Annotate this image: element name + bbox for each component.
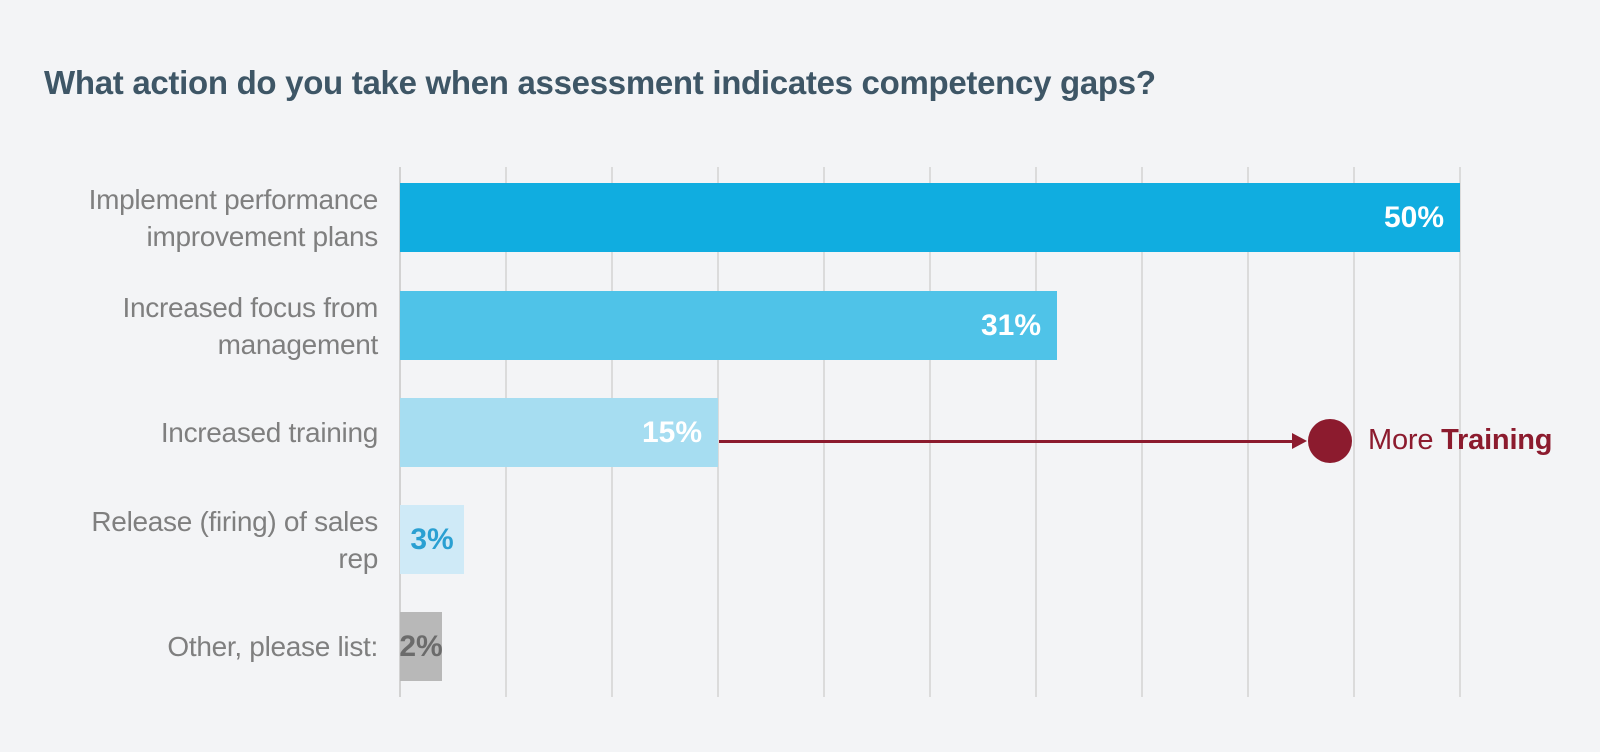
bar-value-label: 3% <box>410 522 454 556</box>
annotation-text-bold: Training <box>1441 424 1553 456</box>
bar: 31% <box>400 291 1057 360</box>
bar: 50% <box>400 183 1460 252</box>
category-label: Increased focus from management <box>30 289 379 363</box>
bar: 2% <box>399 612 443 681</box>
category-label-line: Release (firing) of sales <box>91 505 378 537</box>
annotation-circle-marker <box>1308 419 1352 463</box>
category-label-line: improvement plans <box>146 220 379 252</box>
category-label-line: management <box>217 328 379 360</box>
gridline <box>717 167 719 697</box>
category-label-line: Other, please list: <box>167 631 378 662</box>
bar-value-label: 15% <box>641 415 702 449</box>
chart-title: What action do you take when assessment … <box>44 64 1156 101</box>
category-label: Increased training <box>30 414 378 451</box>
annotation-arrowhead-icon <box>1292 433 1307 449</box>
category-label: Other, please list: <box>30 628 378 665</box>
bar-value-label: 50% <box>1383 200 1444 234</box>
gridline <box>1247 167 1249 697</box>
annotation-text-regular: More <box>1368 424 1442 456</box>
gridline <box>1353 167 1355 697</box>
category-label-line: rep <box>338 542 378 574</box>
category-label-line: Increased focus from <box>122 291 379 323</box>
gridline <box>823 167 825 697</box>
gridline <box>1141 167 1143 697</box>
bar-value-label: 2% <box>399 629 443 663</box>
category-label-line: Implement performance <box>88 183 379 215</box>
gridline <box>929 167 931 697</box>
bar-value-label: 31% <box>980 308 1041 342</box>
annotation-arrow-line <box>719 440 1292 443</box>
gridline <box>1035 167 1037 697</box>
category-label-line: Increased training <box>160 417 378 448</box>
category-label: Release (firing) of sales rep <box>30 503 378 577</box>
bar: 3% <box>400 505 464 574</box>
category-label: Implement performance improvement plans <box>30 181 379 255</box>
gridline <box>1459 167 1461 697</box>
bar: 15% <box>400 398 718 467</box>
annotation-text: More Training <box>1368 424 1553 457</box>
